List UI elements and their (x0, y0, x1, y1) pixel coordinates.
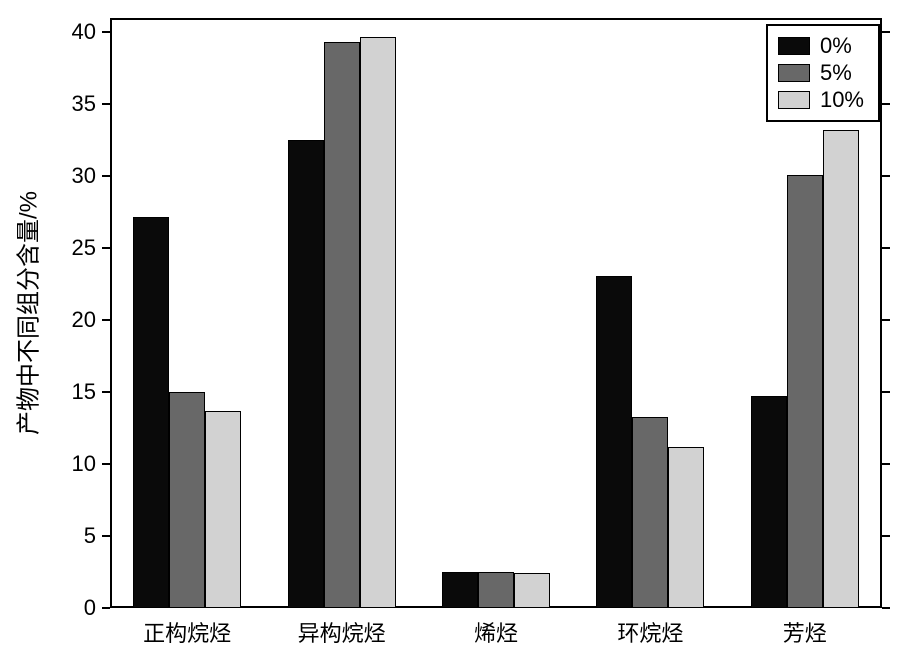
y-tick (102, 607, 110, 609)
bar (169, 392, 205, 608)
y-tick (102, 247, 110, 249)
y-tick-label: 5 (0, 523, 96, 549)
bar (751, 396, 787, 608)
bar (288, 140, 324, 608)
x-tick-label: 正构烷烃 (143, 616, 231, 648)
y-tick-label: 35 (0, 91, 96, 117)
y-tick (882, 247, 890, 249)
chart-container: 产物中不同组分含量/% 0%5%10% 0510152025303540正构烷烃… (0, 0, 912, 672)
bar (478, 572, 514, 608)
y-tick (882, 103, 890, 105)
y-tick (102, 319, 110, 321)
bar (668, 447, 704, 608)
y-tick (102, 535, 110, 537)
x-tick-label: 异构烷烃 (298, 616, 386, 648)
legend-item: 10% (778, 87, 864, 113)
bar (787, 175, 823, 608)
y-tick (882, 175, 890, 177)
y-tick (882, 31, 890, 33)
y-tick (102, 391, 110, 393)
legend-swatch (778, 64, 810, 82)
y-tick (102, 31, 110, 33)
legend: 0%5%10% (766, 24, 880, 122)
bar (442, 572, 478, 608)
bar (324, 42, 360, 608)
y-tick-label: 25 (0, 235, 96, 261)
bar (205, 411, 241, 608)
legend-label: 0% (820, 33, 852, 59)
y-tick-label: 0 (0, 595, 96, 621)
y-tick (882, 391, 890, 393)
bar (596, 276, 632, 608)
y-tick-label: 40 (0, 19, 96, 45)
bar (133, 217, 169, 608)
y-tick (102, 175, 110, 177)
y-tick-label: 20 (0, 307, 96, 333)
y-tick (882, 607, 890, 609)
bar (360, 37, 396, 608)
y-tick (102, 463, 110, 465)
legend-label: 5% (820, 60, 852, 86)
legend-label: 10% (820, 87, 864, 113)
x-tick-label: 烯烃 (474, 616, 518, 648)
legend-item: 0% (778, 33, 864, 59)
bar (632, 417, 668, 608)
y-tick (882, 463, 890, 465)
x-tick-label: 环烷烃 (617, 616, 683, 648)
y-tick (882, 535, 890, 537)
legend-swatch (778, 91, 810, 109)
y-tick-label: 30 (0, 163, 96, 189)
legend-swatch (778, 37, 810, 55)
bar (514, 573, 550, 608)
y-tick-label: 10 (0, 451, 96, 477)
bar (823, 130, 859, 608)
y-tick (102, 103, 110, 105)
y-tick-label: 15 (0, 379, 96, 405)
x-tick-label: 芳烃 (783, 616, 827, 648)
legend-item: 5% (778, 60, 864, 86)
y-tick (882, 319, 890, 321)
